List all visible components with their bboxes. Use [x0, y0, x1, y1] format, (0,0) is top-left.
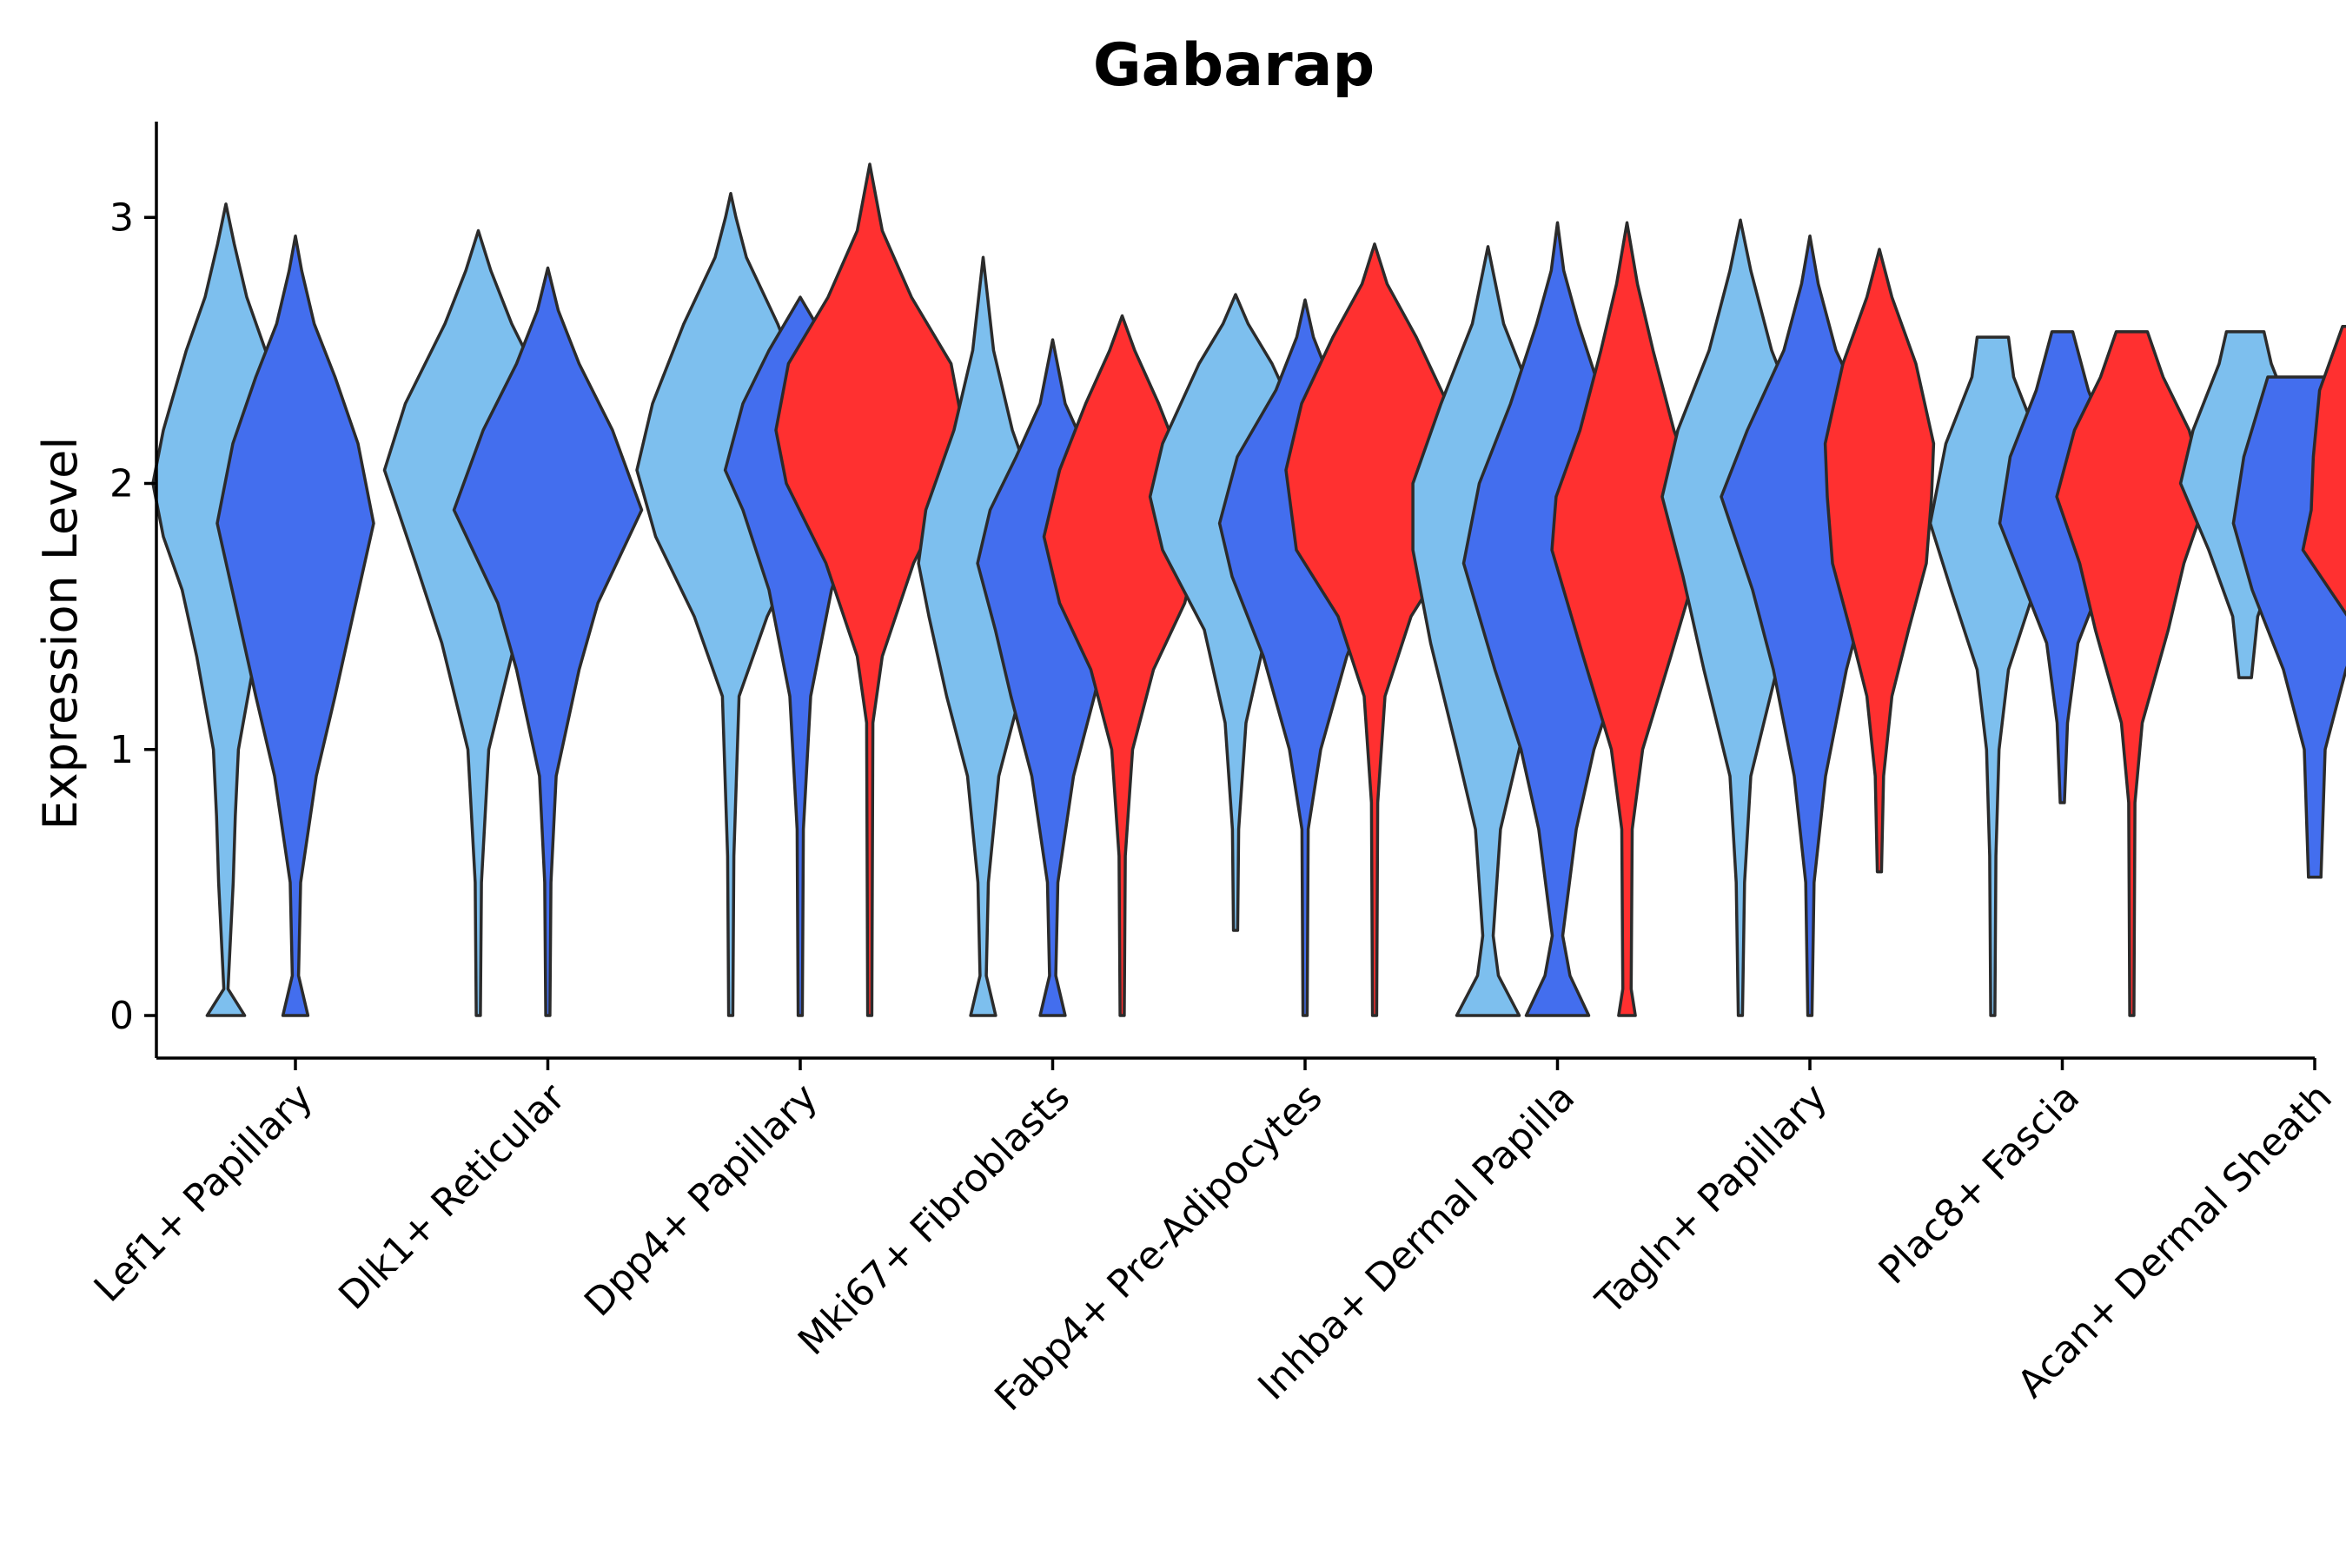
y-tick-label: 0	[109, 994, 134, 1038]
x-tick-label: Mki67+ Fibroblasts	[790, 1075, 1078, 1364]
violin-shape	[917, 255, 1050, 1017]
violin-shape	[1284, 242, 1465, 1017]
x-tick-label: Plac8+ Fascia	[1871, 1075, 2089, 1293]
x-tick-label: Lef1+ Papillary	[86, 1075, 321, 1311]
y-tick-label: 3	[109, 195, 134, 240]
violin-shape	[215, 234, 375, 1017]
chart-title: Gabarap	[1093, 31, 1375, 100]
y-tick-label: 2	[109, 462, 134, 506]
violin-shape	[452, 266, 644, 1017]
y-axis-label: Expression Level	[33, 437, 88, 830]
x-tick-label: Tagln+ Papillary	[1587, 1075, 1836, 1324]
y-ticks: 0 1 2 3	[109, 195, 156, 1038]
x-tick-label: Dlk1+ Reticular	[330, 1075, 574, 1319]
axes	[155, 122, 2315, 1060]
violin-shape	[2301, 325, 2346, 617]
violin-shape	[2055, 330, 2209, 1017]
violin-shape	[1550, 221, 1704, 1017]
x-ticks: Lef1+ Papillary Dlk1+ Reticular Dpp4+ Papi…	[86, 1058, 2341, 1419]
violin-shape	[1823, 248, 1936, 874]
violin-layer	[151, 162, 2346, 1017]
y-tick-label: 1	[109, 728, 134, 772]
x-tick-label: Dpp4+ Papillary	[576, 1075, 826, 1326]
